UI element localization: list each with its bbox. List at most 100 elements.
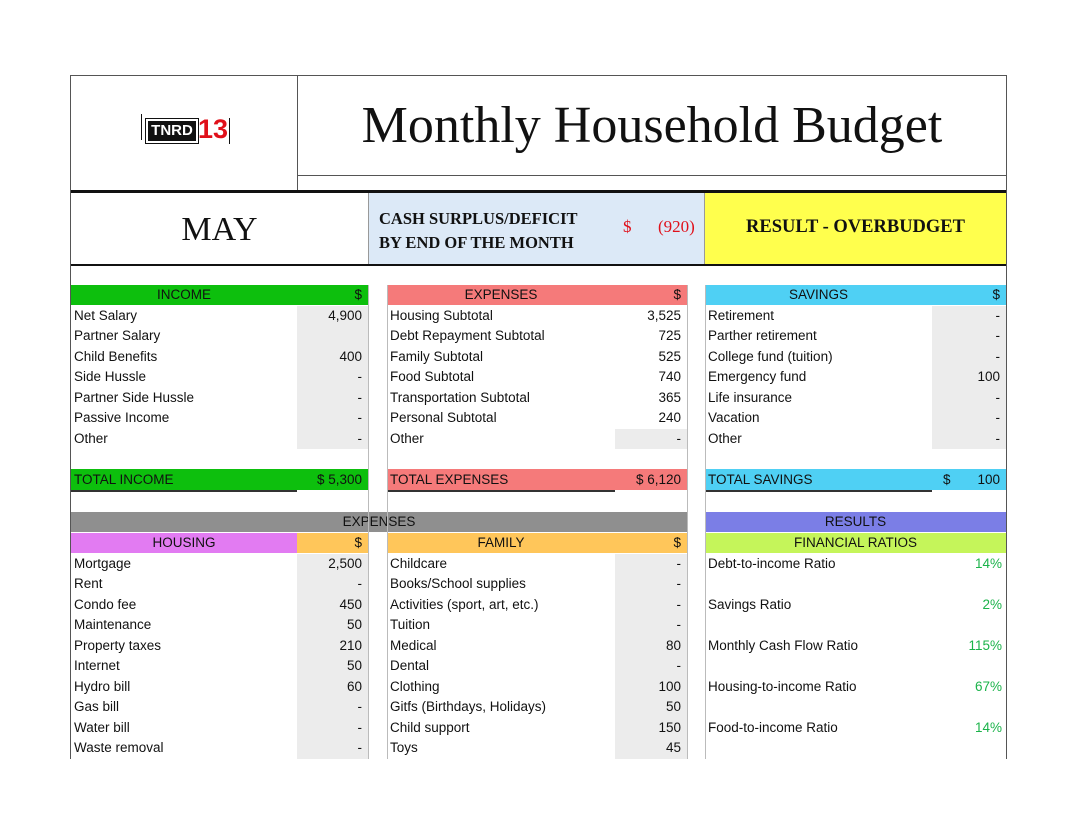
housing-row: Water bill - bbox=[71, 717, 368, 738]
housing-header-label: HOUSING bbox=[152, 535, 216, 550]
expenses-row-value: 525 bbox=[658, 348, 681, 364]
housing-row: Condo fee 450 bbox=[71, 594, 368, 615]
family-row-label: Toys bbox=[390, 740, 418, 755]
income-row-label: Child Benefits bbox=[74, 348, 158, 364]
housing-row-value: 210 bbox=[297, 635, 368, 656]
ratio-row: Savings Ratio 2% bbox=[705, 595, 1006, 616]
savings-row: Life insurance - bbox=[705, 387, 1006, 408]
col-divider-2 bbox=[387, 285, 388, 759]
housing-row-label: Internet bbox=[74, 658, 120, 673]
savings-row-label: Life insurance bbox=[708, 389, 793, 405]
income-row-label: Passive Income bbox=[74, 410, 170, 425]
savings-row-value: - bbox=[932, 305, 1006, 326]
family-row-value: - bbox=[615, 656, 687, 677]
savings-row-label: College fund (tuition) bbox=[708, 348, 833, 364]
family-row-label: Books/School supplies bbox=[390, 576, 526, 591]
housing-row-value: 60 bbox=[297, 676, 368, 697]
income-row: Side Hussle - bbox=[71, 367, 368, 388]
family-row: Childcare - bbox=[387, 553, 687, 574]
savings-header-label: SAVINGS bbox=[788, 287, 849, 302]
income-row: Other - bbox=[71, 428, 368, 449]
income-row: Child Benefits 400 bbox=[71, 346, 368, 367]
housing-row-label: Maintenance bbox=[74, 617, 152, 632]
income-row-value: 4,900 bbox=[297, 305, 368, 326]
family-row: Toys 45 bbox=[387, 738, 687, 759]
savings-currency: $ bbox=[992, 287, 1000, 302]
income-row-value: - bbox=[297, 408, 368, 429]
savings-total-symbol: $ bbox=[943, 472, 951, 487]
ratio-label: Housing-to-income Ratio bbox=[708, 678, 857, 694]
results-section-label: RESULTS bbox=[824, 514, 887, 529]
savings-total-row: TOTAL SAVINGS $ 100 bbox=[705, 469, 1006, 492]
ratio-value: 14% bbox=[974, 555, 1002, 571]
family-row-value: 45 bbox=[615, 738, 687, 759]
family-header-label: FAMILY bbox=[477, 535, 525, 550]
logo-cell: TNRD 13 bbox=[71, 76, 298, 190]
expenses-row: Food Subtotal 740 bbox=[387, 367, 687, 388]
expenses-section-label: EXPENSES bbox=[342, 514, 416, 529]
family-row: Tuition - bbox=[387, 615, 687, 636]
income-row: Passive Income - bbox=[71, 408, 368, 429]
cash-label-line2: BY END OF THE MONTH bbox=[379, 233, 574, 252]
title-cell: Monthly Household Budget bbox=[298, 76, 1006, 176]
ratio-label: Monthly Cash Flow Ratio bbox=[708, 637, 859, 653]
savings-row-value: - bbox=[932, 408, 1006, 429]
expenses-total-underline bbox=[387, 490, 615, 492]
income-row-label: Partner Side Hussle bbox=[74, 389, 195, 405]
housing-row: Maintenance 50 bbox=[71, 615, 368, 636]
housing-row-label: Waste removal bbox=[74, 740, 164, 755]
housing-row-label: Rent bbox=[74, 576, 103, 591]
savings-total-value: 100 bbox=[977, 472, 1000, 487]
housing-header: HOUSING $ bbox=[71, 533, 368, 553]
ratios-header-label: FINANCIAL RATIOS bbox=[793, 535, 918, 550]
housing-row-value: 50 bbox=[297, 615, 368, 636]
savings-total-label: TOTAL SAVINGS bbox=[708, 472, 813, 487]
ratio-value: 2% bbox=[982, 596, 1002, 612]
savings-row: Vacation - bbox=[705, 408, 1006, 429]
expenses-row-value: 740 bbox=[658, 369, 681, 384]
savings-row: Parther retirement - bbox=[705, 326, 1006, 347]
income-header-label: INCOME bbox=[157, 287, 211, 302]
month-cell: MAY bbox=[71, 193, 368, 264]
cash-surplus-cell: CASH SURPLUS/DEFICIT BY END OF THE MONTH… bbox=[368, 193, 705, 264]
family-row-label: Dental bbox=[390, 658, 430, 673]
income-row: Net Salary 4,900 bbox=[71, 305, 368, 326]
expenses-row: Debt Repayment Subtotal 725 bbox=[387, 326, 687, 347]
income-row-value: - bbox=[297, 387, 368, 408]
expenses-row-value: 725 bbox=[658, 328, 681, 343]
ratio-value: 67% bbox=[974, 678, 1002, 694]
savings-row-label: Vacation bbox=[708, 410, 760, 425]
income-row-value: 400 bbox=[297, 346, 368, 367]
income-row: Partner Side Hussle - bbox=[71, 387, 368, 408]
savings-row-value: - bbox=[932, 346, 1006, 367]
family-row: Medical 80 bbox=[387, 635, 687, 656]
housing-row-value: - bbox=[297, 717, 368, 738]
family-currency: $ bbox=[673, 535, 681, 550]
expenses-row-label: Housing Subtotal bbox=[390, 307, 493, 323]
housing-row-label: Gas bill bbox=[74, 699, 120, 714]
housing-row: Property taxes 210 bbox=[71, 635, 368, 656]
family-row-label: Gitfs (Birthdays, Holidays) bbox=[390, 699, 547, 714]
family-row-label: Childcare bbox=[390, 555, 448, 571]
ratio-row: Monthly Cash Flow Ratio 115% bbox=[705, 636, 1006, 657]
col-divider-4 bbox=[705, 285, 706, 759]
housing-row-label: Water bill bbox=[74, 719, 130, 735]
expenses-row-value: 3,525 bbox=[647, 307, 681, 323]
expenses-row: Transportation Subtotal 365 bbox=[387, 388, 687, 409]
family-row-label: Medical bbox=[390, 637, 437, 653]
logo-text: TNRD bbox=[145, 118, 199, 144]
income-row-label: Net Salary bbox=[74, 307, 138, 323]
income-header: INCOME $ bbox=[71, 285, 368, 305]
housing-row-value: - bbox=[297, 738, 368, 759]
income-total-label: TOTAL INCOME bbox=[74, 472, 174, 487]
income-total-row: TOTAL INCOME $ 5,300 bbox=[71, 469, 368, 492]
savings-row: Other - bbox=[705, 428, 1006, 449]
expenses-header: EXPENSES $ bbox=[387, 285, 687, 305]
housing-row-label: Hydro bill bbox=[74, 678, 131, 694]
housing-row: Waste removal - bbox=[71, 738, 368, 759]
family-row: Dental - bbox=[387, 656, 687, 677]
income-row-value: - bbox=[297, 367, 368, 388]
housing-row-value: - bbox=[297, 574, 368, 595]
housing-row-label: Condo fee bbox=[74, 596, 137, 612]
ratio-label: Debt-to-income Ratio bbox=[708, 555, 836, 571]
